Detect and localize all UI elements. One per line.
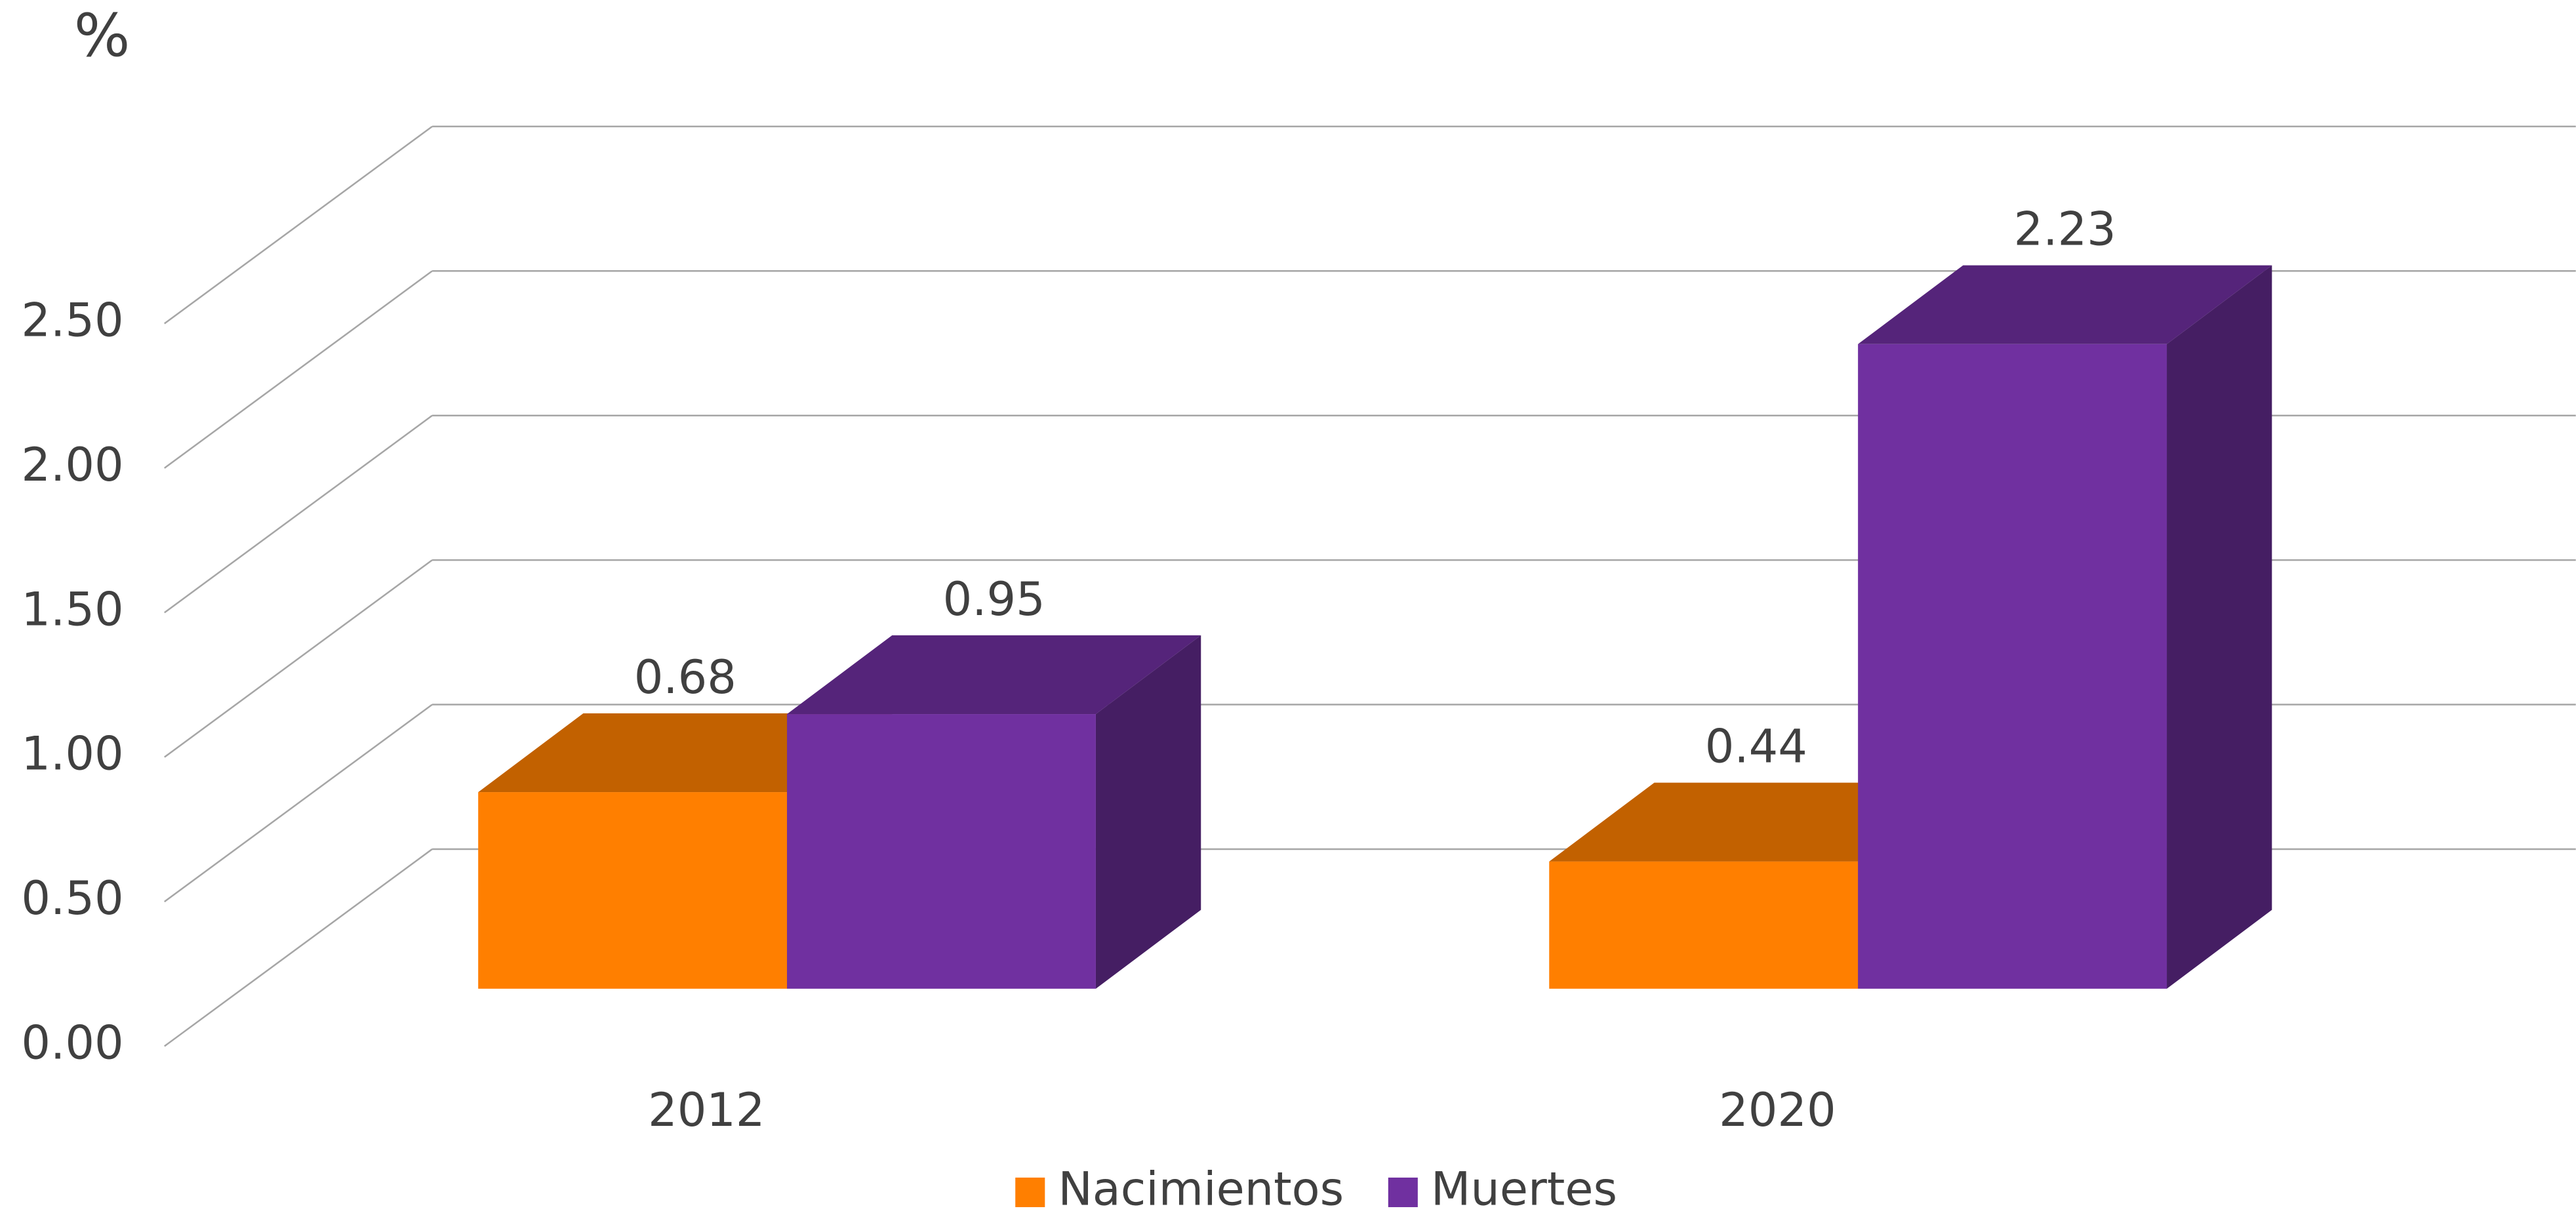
y-tick-label: 2.50 [21,293,123,347]
grid-line [164,704,433,903]
legend-swatch [1388,1177,1418,1207]
y-axis-label: % [74,1,131,70]
grid-line [164,125,433,325]
bar-top [787,635,1201,715]
data-label: 0.68 [634,650,736,704]
bar [1858,344,2167,989]
grid-line [164,414,433,614]
y-tick-label: 0.00 [21,1016,123,1070]
y-tick-label: 1.50 [21,582,123,636]
data-label: 0.95 [943,572,1045,626]
y-tick-label: 1.00 [21,727,123,781]
legend-label: Muertes [1431,1162,1617,1216]
bar [1549,861,1859,989]
legend-swatch [1015,1177,1045,1207]
y-tick-label: 2.00 [21,438,123,492]
legend-label: Nacimientos [1058,1162,1344,1216]
bar-side [2167,265,2272,989]
bar-top [1858,265,2272,344]
data-label: 2.23 [2014,202,2116,256]
bar [787,714,1096,989]
grid-line [164,270,433,469]
grid-line [164,559,433,758]
grid-line [164,848,433,1047]
x-tick-label: 2012 [648,1083,765,1137]
bar-side [1095,635,1201,989]
x-tick-label: 2020 [1719,1083,1836,1137]
y-tick-label: 0.50 [21,871,123,925]
bar [478,792,788,989]
data-label: 0.44 [1705,720,1807,774]
